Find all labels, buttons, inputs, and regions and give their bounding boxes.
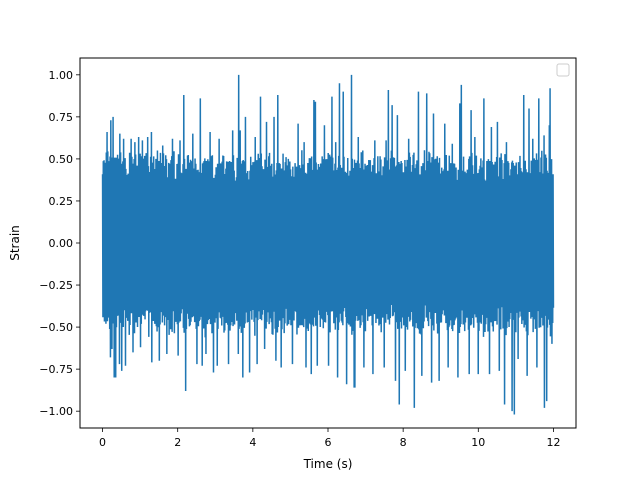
y-tick-label: 0.50	[49, 153, 74, 166]
x-axis-ticks: 0 2 4 6 8 10 12	[99, 428, 560, 449]
x-tick-label: 6	[325, 436, 332, 449]
y-tick-label: −0.50	[39, 321, 73, 334]
y-tick-label: 0.25	[49, 195, 74, 208]
x-tick-label: 4	[249, 436, 256, 449]
y-tick-label: −1.00	[39, 405, 73, 418]
x-tick-label: 12	[546, 436, 560, 449]
y-tick-label: 1.00	[49, 69, 74, 82]
legend-box	[556, 63, 570, 77]
y-tick-label: −0.25	[39, 279, 73, 292]
x-tick-label: 0	[99, 436, 106, 449]
x-tick-label: 2	[174, 436, 181, 449]
x-tick-label: 10	[471, 436, 485, 449]
y-tick-label: −0.75	[39, 363, 73, 376]
plot-area	[101, 74, 555, 415]
y-tick-label: 0.00	[49, 237, 74, 250]
y-axis-label: Strain	[8, 225, 22, 261]
x-tick-label: 8	[400, 436, 407, 449]
y-axis-ticks: −1.00 −0.75 −0.50 −0.25 0.00 0.25 0.50 0.75 1.00	[39, 69, 80, 418]
y-tick-label: 0.75	[49, 111, 74, 124]
strain-signal-line	[101, 74, 555, 415]
x-axis-label: Time (s)	[303, 457, 353, 471]
